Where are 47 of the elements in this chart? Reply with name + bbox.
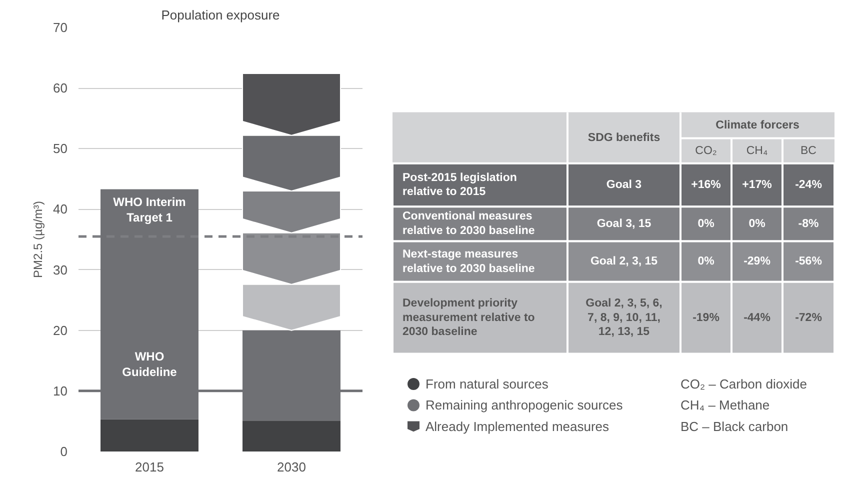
text: Goal 3, 15 xyxy=(596,218,652,230)
text: +16% xyxy=(691,178,721,191)
text: -8% xyxy=(798,218,819,230)
bar xyxy=(100,419,198,452)
y-tick-label: 60 xyxy=(53,80,68,96)
text: Next-stage measures relative to 2030 baseline xyxy=(402,248,535,275)
text: BC xyxy=(800,144,816,157)
text: 0% xyxy=(748,218,766,230)
text: Goal 2, 3, 5, 6, 7, 8, 9, 10, 11, 12, 13, 15 xyxy=(586,297,662,338)
bar xyxy=(242,420,340,452)
text: -56% xyxy=(795,256,822,268)
text: -19% xyxy=(692,312,720,324)
ref-line-label: WHO Interim Target 1 xyxy=(113,194,186,224)
text: 0% xyxy=(698,218,714,230)
text: CO₂ xyxy=(695,144,717,157)
legend-label: Remaining anthropogenic sources xyxy=(426,398,624,413)
y-tick-label: 30 xyxy=(53,262,68,278)
legend-label: Already Implemented measures xyxy=(426,418,610,434)
chart-title: Population exposure xyxy=(161,8,280,22)
x-tick-label: 2015 xyxy=(135,460,164,474)
y-tick-label: 20 xyxy=(53,322,68,338)
ref-line-label: WHO Guideline xyxy=(122,349,178,379)
legend-label: From natural sources xyxy=(426,376,549,392)
y-axis-title: PM2.5 (µg/m³) xyxy=(31,201,46,278)
text: Goal 2, 3, 15 xyxy=(590,256,658,268)
x-tick-label: 2030 xyxy=(277,460,306,474)
y-tick-label: 40 xyxy=(53,202,68,217)
text: CO₂ – Carbon dioxide xyxy=(680,376,807,392)
text: Development priority measurement relative to 2030 baseline xyxy=(402,297,535,338)
y-tick-label: 0 xyxy=(60,444,68,459)
text: Climate forcers xyxy=(716,119,800,132)
text: -29% xyxy=(744,256,770,268)
text: -72% xyxy=(795,312,822,324)
text: BC – Black carbon xyxy=(680,418,788,434)
text: SDG benefits xyxy=(588,132,660,144)
text: 0% xyxy=(698,256,714,268)
text: CH₄ – Methane xyxy=(680,398,770,413)
y-tick-label: 10 xyxy=(53,383,68,398)
text: Goal 3 xyxy=(606,178,642,191)
text: -44% xyxy=(744,312,770,324)
text: CH₄ xyxy=(746,144,768,157)
y-tick-label: 50 xyxy=(53,141,68,156)
text: Post-2015 legislation relative to 2015 xyxy=(402,172,517,198)
text: -24% xyxy=(795,178,822,191)
text: Conventional measures relative to 2030 baseline xyxy=(402,210,535,238)
y-tick-label: 70 xyxy=(53,20,68,35)
text: +17% xyxy=(742,178,772,191)
